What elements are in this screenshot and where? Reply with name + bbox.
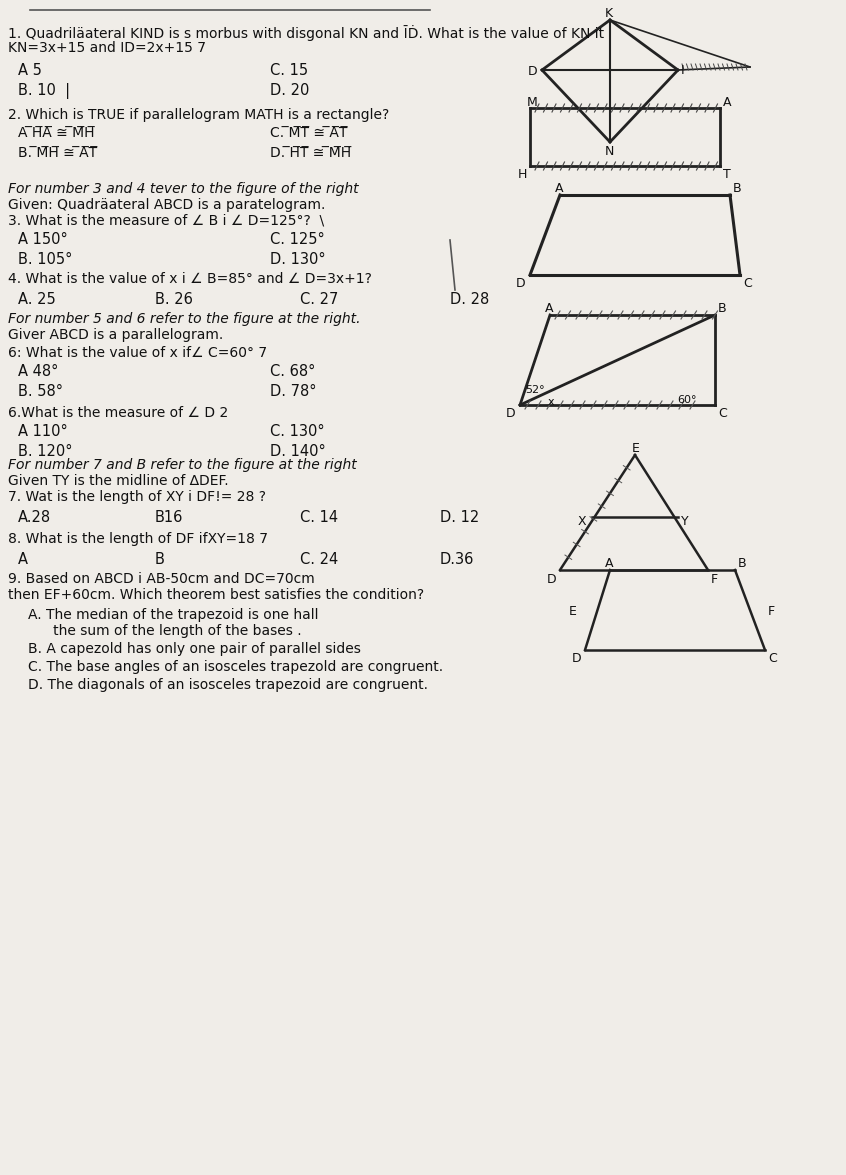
Text: A 48°: A 48° — [18, 364, 58, 380]
Text: 8. What is the length of DF ifXY=18 7: 8. What is the length of DF ifXY=18 7 — [8, 532, 268, 546]
Text: 52°: 52° — [525, 385, 545, 395]
Text: A: A — [555, 182, 563, 195]
Text: H: H — [518, 168, 527, 181]
Text: 9. Based on ABCD i AB-50cm and DC=70cm: 9. Based on ABCD i AB-50cm and DC=70cm — [8, 572, 315, 586]
Text: x: x — [548, 397, 555, 407]
Text: 60°: 60° — [677, 395, 696, 405]
Text: K: K — [605, 7, 613, 20]
Text: KN=3x+15 and ID=2x+15 7: KN=3x+15 and ID=2x+15 7 — [8, 41, 206, 55]
Text: B. A capezold has only one pair of parallel sides: B. A capezold has only one pair of paral… — [28, 642, 361, 656]
Text: C. 130°: C. 130° — [270, 424, 325, 439]
Text: B: B — [155, 552, 165, 568]
Text: F: F — [768, 605, 775, 618]
Text: A 150°: A 150° — [18, 231, 68, 247]
Text: D: D — [572, 652, 581, 665]
Text: Giver ABCD is a parallelogram.: Giver ABCD is a parallelogram. — [8, 328, 223, 342]
Text: A 110°: A 110° — [18, 424, 68, 439]
Text: F: F — [711, 573, 718, 586]
Text: A: A — [18, 552, 28, 568]
Text: E: E — [569, 605, 577, 618]
Text: 6: What is the value of x if∠ C=60° 7: 6: What is the value of x if∠ C=60° 7 — [8, 345, 267, 360]
Text: D: D — [516, 277, 525, 290]
Text: X: X — [578, 515, 586, 528]
Text: A: A — [545, 302, 553, 315]
Text: C. 24: C. 24 — [300, 552, 338, 568]
Text: T: T — [723, 168, 731, 181]
Text: C. 68°: C. 68° — [270, 364, 316, 380]
Text: D: D — [547, 573, 557, 586]
Text: D. 28: D. 28 — [450, 293, 489, 307]
Text: then EF+60cm. Which theorem best satisfies the condition?: then EF+60cm. Which theorem best satisfi… — [8, 588, 424, 602]
Text: C: C — [743, 277, 752, 290]
Text: C: C — [768, 652, 777, 665]
Text: B: B — [733, 182, 742, 195]
Text: 3. What is the measure of ∠ B i ∠ D=125°?  \: 3. What is the measure of ∠ B i ∠ D=125°… — [8, 214, 324, 228]
Text: B. 105°: B. 105° — [18, 251, 73, 267]
Text: D. The diagonals of an isosceles trapezoid are congruent.: D. The diagonals of an isosceles trapezo… — [28, 678, 428, 692]
Text: A ̅H̅A̅ ≅ ̅M̅H̅: A ̅H̅A̅ ≅ ̅M̅H̅ — [18, 126, 95, 140]
Text: A 5: A 5 — [18, 63, 41, 78]
Text: C. ̅M̅T̅ ≅ ̅A̅T̅: C. ̅M̅T̅ ≅ ̅A̅T̅ — [270, 126, 348, 140]
Text: I: I — [681, 63, 684, 78]
Text: A: A — [723, 96, 732, 109]
Text: B. 26: B. 26 — [155, 293, 193, 307]
Text: For number 5 and 6 refer to the figure at the right.: For number 5 and 6 refer to the figure a… — [8, 313, 360, 325]
Text: B. 58°: B. 58° — [18, 384, 63, 400]
Text: D. 12: D. 12 — [440, 510, 479, 525]
Text: C: C — [718, 407, 727, 419]
Text: C. 125°: C. 125° — [270, 231, 325, 247]
Text: N: N — [605, 145, 614, 157]
Text: D: D — [506, 407, 515, 419]
Text: B: B — [738, 557, 747, 570]
Text: 4. What is the value of x i ∠ B=85° and ∠ D=3x+1?: 4. What is the value of x i ∠ B=85° and … — [8, 271, 372, 286]
Text: B. 120°: B. 120° — [18, 444, 73, 459]
Text: B. ̅M̅H̅ ≅ ̅A̅T̅: B. ̅M̅H̅ ≅ ̅A̅T̅ — [18, 146, 97, 160]
Text: 1. Quadriläateral KIND is s morbus with disgonal KN and ĪḊ. What is the value of: 1. Quadriläateral KIND is s morbus with … — [8, 25, 604, 41]
Text: D. ̅H̅T̅ ≅ ̅M̅H̅: D. ̅H̅T̅ ≅ ̅M̅H̅ — [270, 146, 351, 160]
Text: B: B — [718, 302, 727, 315]
Text: For number 3 and 4 tever to the figure of the right: For number 3 and 4 tever to the figure o… — [8, 182, 359, 196]
Text: 2. Which is TRUE if parallelogram MATH is a rectangle?: 2. Which is TRUE if parallelogram MATH i… — [8, 108, 389, 122]
Text: Given TY is the midline of ∆DEF.: Given TY is the midline of ∆DEF. — [8, 474, 228, 488]
Text: For number 7 and B refer to the figure at the right: For number 7 and B refer to the figure a… — [8, 458, 357, 472]
Text: D: D — [528, 65, 537, 78]
Text: D. 130°: D. 130° — [270, 251, 326, 267]
Text: M: M — [527, 96, 538, 109]
Text: A. 25: A. 25 — [18, 293, 56, 307]
Text: A: A — [605, 557, 613, 570]
Text: Y: Y — [681, 515, 689, 528]
Text: D. 78°: D. 78° — [270, 384, 316, 400]
Text: the sum of the length of the bases .: the sum of the length of the bases . — [40, 624, 302, 638]
Text: A. The median of the trapezoid is one hall: A. The median of the trapezoid is one ha… — [28, 607, 318, 622]
Text: B16: B16 — [155, 510, 184, 525]
Text: A.28: A.28 — [18, 510, 51, 525]
Text: C. 15: C. 15 — [270, 63, 308, 78]
Text: E: E — [632, 442, 640, 455]
Text: B. 10  |: B. 10 | — [18, 83, 70, 99]
Text: D. 20: D. 20 — [270, 83, 310, 98]
Text: C. 14: C. 14 — [300, 510, 338, 525]
Text: Given: Quadräateral ABCD is a paratelogram.: Given: Quadräateral ABCD is a paratelogr… — [8, 199, 326, 212]
Text: D. 140°: D. 140° — [270, 444, 326, 459]
Text: C. The base angles of an isosceles trapezold are congruent.: C. The base angles of an isosceles trape… — [28, 660, 443, 674]
Text: C. 27: C. 27 — [300, 293, 338, 307]
Text: 7. Wat is the length of XY i DF!= 28 ?: 7. Wat is the length of XY i DF!= 28 ? — [8, 490, 266, 504]
Text: D.36: D.36 — [440, 552, 475, 568]
Text: 6.What is the measure of ∠ D 2: 6.What is the measure of ∠ D 2 — [8, 407, 228, 419]
